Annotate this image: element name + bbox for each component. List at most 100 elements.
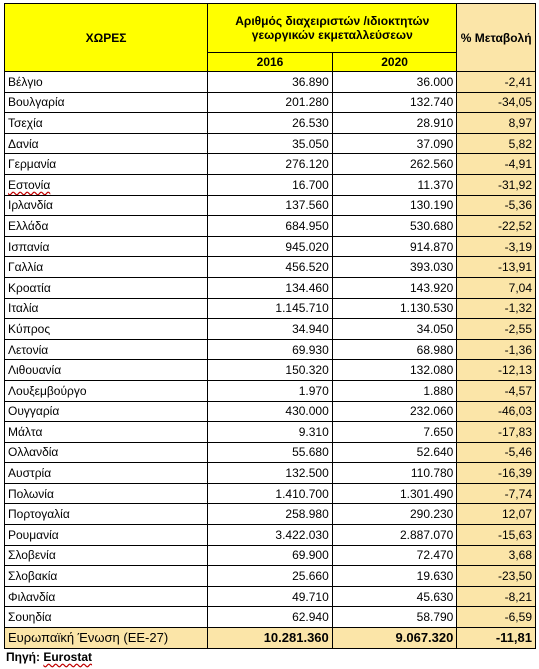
table-row: Ιρλανδία 137.560 130.190 -5,36 — [3, 194, 536, 217]
value-2016-cell: 69.900 — [207, 544, 333, 567]
country-cell: Βέλγιο — [3, 71, 209, 93]
value-2020-cell: 68.980 — [331, 338, 458, 361]
country-cell: Σλοβακία — [3, 565, 209, 587]
pct-change-cell: -4,91 — [456, 153, 536, 175]
value-2020-cell: 530.680 — [331, 215, 458, 237]
value-2016-cell: 684.950 — [207, 215, 333, 237]
value-2016-cell: 26.530 — [207, 112, 333, 134]
value-2016-cell: 3.422.030 — [207, 524, 333, 546]
country-cell: Σουηδία — [3, 606, 209, 629]
value-2016-cell: 34.940 — [207, 318, 333, 340]
country-cell: Τσεχία — [3, 112, 209, 134]
pct-change-cell: -31,92 — [456, 173, 536, 196]
value-2016-cell: 1.410.700 — [207, 482, 333, 505]
header-metric: Αριθμός διαχειριστών /ιδιοκτητών γεωργικ… — [207, 3, 458, 53]
value-2016-cell: 456.520 — [207, 256, 333, 278]
value-2020-cell: 28.910 — [331, 112, 458, 134]
pct-change-cell: -5,36 — [456, 194, 536, 217]
value-2016-cell: 35.050 — [207, 132, 333, 155]
country-cell: Πορτογαλία — [3, 503, 209, 526]
farm-managers-table: ΧΩΡΕΣ Αριθμός διαχειριστών /ιδιοκτητών γ… — [3, 3, 536, 650]
value-2020-cell: 37.090 — [331, 132, 458, 155]
country-cell: Γερμανία — [3, 153, 209, 175]
pct-change-cell: -12,13 — [456, 359, 536, 381]
value-2020-cell: 290.230 — [331, 503, 458, 526]
value-2020-cell: 393.030 — [331, 256, 458, 278]
value-2020-cell: 914.870 — [331, 235, 458, 258]
table-row: Σουηδία 62.940 58.790 -6,59 — [3, 606, 536, 629]
pct-change-cell: -6,59 — [456, 606, 536, 629]
value-2020-cell: 11.370 — [331, 173, 458, 196]
pct-change-cell: -1,36 — [456, 338, 536, 361]
pct-change-cell: -11,81 — [456, 627, 536, 650]
table-row: Δανία 35.050 37.090 5,82 — [3, 132, 536, 155]
value-2016-cell: 276.120 — [207, 153, 333, 175]
table-row: Γαλλία 456.520 393.030 -13,91 — [3, 256, 536, 278]
table-row: Πολωνία 1.410.700 1.301.490 -7,74 — [3, 482, 536, 505]
table-row: Ελλάδα 684.950 530.680 -22,52 — [3, 215, 536, 237]
pct-change-cell: 12,07 — [456, 503, 536, 526]
value-2016-cell: 10.281.360 — [207, 627, 333, 650]
table-row: Αυστρία 132.500 110.780 -16,39 — [3, 462, 536, 484]
table-row: Ουγγαρία 430.000 232.060 -46,03 — [3, 400, 536, 423]
pct-change-cell: -3,19 — [456, 235, 536, 258]
country-cell: Κροατία — [3, 276, 209, 299]
value-2016-cell: 62.940 — [207, 606, 333, 629]
value-2016-cell: 201.280 — [207, 91, 333, 114]
header-year-2020: 2020 — [331, 52, 458, 72]
value-2020-cell: 36.000 — [331, 71, 458, 93]
value-2016-cell: 55.680 — [207, 441, 333, 464]
value-2020-cell: 1.130.530 — [331, 297, 458, 320]
value-2016-cell: 258.980 — [207, 503, 333, 526]
country-cell: Ευρωπαϊκή Ένωση (ΕΕ-27) — [3, 627, 209, 650]
value-2016-cell: 16.700 — [207, 173, 333, 196]
country-cell: Εστονία — [3, 173, 209, 196]
country-cell: Λουξεμβούργο — [3, 379, 209, 402]
pct-change-cell: 5,82 — [456, 132, 536, 155]
pct-change-cell: -22,52 — [456, 215, 536, 237]
source-name: Eurostat — [43, 650, 93, 664]
value-2020-cell: 58.790 — [331, 606, 458, 629]
value-2020-cell: 7.650 — [331, 421, 458, 443]
source-label: Πηγή: — [6, 650, 40, 664]
value-2020-cell: 130.190 — [331, 194, 458, 217]
pct-change-cell: -23,50 — [456, 565, 536, 587]
country-cell: Ελλάδα — [3, 215, 209, 237]
value-2020-cell: 143.920 — [331, 276, 458, 299]
table-row: Ολλανδία 55.680 52.640 -5,46 — [3, 441, 536, 464]
pct-change-cell: -34,05 — [456, 91, 536, 114]
pct-change-cell: -17,83 — [456, 421, 536, 443]
value-2016-cell: 132.500 — [207, 462, 333, 484]
value-2020-cell: 132.740 — [331, 91, 458, 114]
table-row: Πορτογαλία 258.980 290.230 12,07 — [3, 503, 536, 526]
table-row: Κροατία 134.460 143.920 7,04 — [3, 276, 536, 299]
total-row: Ευρωπαϊκή Ένωση (ΕΕ-27) 10.281.360 9.067.3… — [3, 627, 536, 650]
country-cell: Ιταλία — [3, 297, 209, 320]
value-2020-cell: 1.301.490 — [331, 482, 458, 505]
value-2020-cell: 19.630 — [331, 565, 458, 587]
country-cell: Δανία — [3, 132, 209, 155]
value-2016-cell: 69.930 — [207, 338, 333, 361]
table-row: Εστονία 16.700 11.370 -31,92 — [3, 173, 536, 196]
table-row: Βέλγιο 36.890 36.000 -2,41 — [3, 71, 536, 93]
value-2016-cell: 134.460 — [207, 276, 333, 299]
pct-change-cell: 8,97 — [456, 112, 536, 134]
pct-change-cell: -8,21 — [456, 585, 536, 608]
value-2016-cell: 430.000 — [207, 400, 333, 423]
pct-change-cell: -16,39 — [456, 462, 536, 484]
table-row: Σλοβενία 69.900 72.470 3,68 — [3, 544, 536, 567]
pct-change-cell: -2,41 — [456, 71, 536, 93]
value-2020-cell: 9.067.320 — [331, 627, 458, 650]
country-cell: Ιρλανδία — [3, 194, 209, 217]
value-2020-cell: 52.640 — [331, 441, 458, 464]
pct-change-cell: -5,46 — [456, 441, 536, 464]
table-row: Μάλτα 9.310 7.650 -17,83 — [3, 421, 536, 443]
value-2016-cell: 1.145.710 — [207, 297, 333, 320]
value-2020-cell: 110.780 — [331, 462, 458, 484]
value-2020-cell: 34.050 — [331, 318, 458, 340]
country-cell: Μάλτα — [3, 421, 209, 443]
table-row: Λιθουανία 150.320 132.080 -12,13 — [3, 359, 536, 381]
country-cell: Φιλανδία — [3, 585, 209, 608]
table-row: Φιλανδία 49.710 45.630 -8,21 — [3, 585, 536, 608]
pct-change-cell: -13,91 — [456, 256, 536, 278]
